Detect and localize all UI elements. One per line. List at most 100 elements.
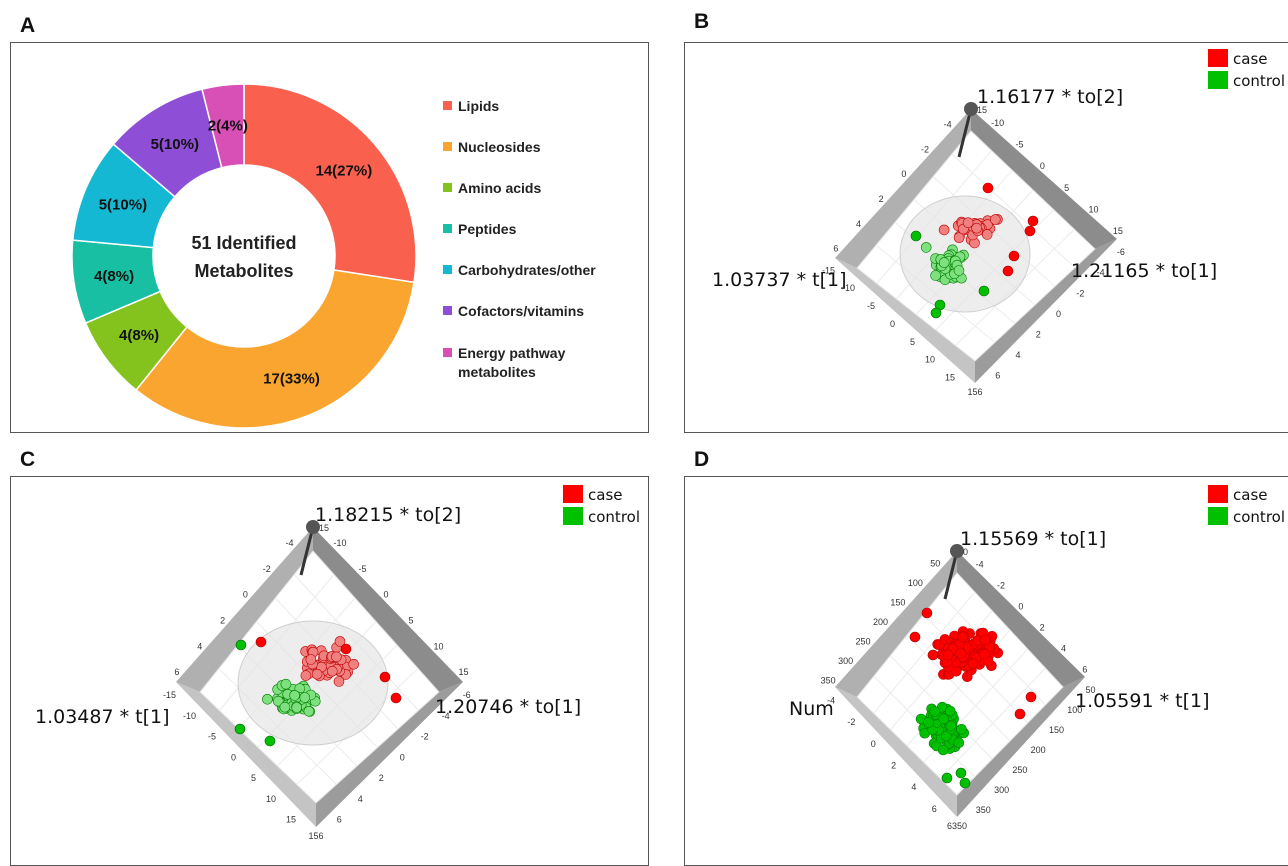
case-point bbox=[340, 643, 352, 655]
case-point bbox=[305, 654, 317, 665]
control-point bbox=[938, 257, 950, 268]
legend-swatch-control bbox=[563, 507, 583, 525]
tick-bottom-left: -2 bbox=[847, 717, 855, 727]
axis-title-right: 1.05591 * t[1] bbox=[1075, 690, 1210, 712]
axis-title-left: Num bbox=[789, 698, 834, 720]
control-point bbox=[938, 713, 950, 725]
tick-top-left: 300 bbox=[838, 656, 853, 666]
control-point bbox=[945, 720, 957, 732]
tick-bottom-left: -15 bbox=[163, 690, 176, 700]
tick-bottom-right: -6 bbox=[463, 690, 471, 700]
legend-swatch-1 bbox=[443, 142, 452, 151]
case-point bbox=[311, 668, 323, 680]
case-point bbox=[1027, 215, 1039, 227]
tick-bottom-left: 0 bbox=[890, 319, 895, 329]
control-point bbox=[272, 695, 284, 707]
legend-label-case: case bbox=[1233, 50, 1267, 68]
case-point bbox=[982, 182, 994, 194]
legend-label-6: Energy pathway bbox=[458, 345, 566, 361]
panel-letter-d: D bbox=[694, 448, 710, 471]
tick-bottom-corner: 6350 bbox=[947, 821, 967, 831]
case-point bbox=[957, 631, 969, 643]
legend-swatch-case bbox=[563, 485, 583, 503]
donut-slice-0 bbox=[243, 83, 417, 284]
axis-title-left: 1.03737 * t[1] bbox=[712, 269, 847, 291]
tick-top-right: -2 bbox=[997, 581, 1005, 591]
panel-a-frame: 14(27%) 17(33%) 4(8%) 4(8%) 5(10%) 5(10%) 2(4%… bbox=[10, 42, 649, 433]
tick-bottom-left: 6 bbox=[932, 804, 937, 814]
tick-top-left: -4 bbox=[286, 538, 294, 548]
panel-letter-c: C bbox=[20, 448, 36, 471]
axis-title-right: 1.21165 * to[1] bbox=[1071, 260, 1217, 282]
slice-label-2: 4(8%) bbox=[119, 327, 159, 344]
legend-swatch-control bbox=[1208, 71, 1228, 89]
tick-bottom-right: 150 bbox=[1049, 725, 1064, 735]
tick-top-left: 200 bbox=[873, 617, 888, 627]
legend-label-2: Amino acids bbox=[458, 180, 541, 196]
case-point bbox=[390, 692, 402, 704]
control-point bbox=[923, 717, 934, 728]
tick-bottom-right: 50 bbox=[1086, 685, 1096, 695]
control-point bbox=[910, 230, 922, 242]
frame-face-bottom-left bbox=[835, 687, 957, 817]
axis-title-top: 1.16177 * to[2] bbox=[977, 86, 1123, 108]
case-point bbox=[333, 676, 345, 687]
axis-title-right: 1.20746 * to[1] bbox=[435, 696, 581, 718]
tick-bottom-left: 5 bbox=[251, 773, 256, 783]
axis-pole-cap bbox=[306, 520, 320, 534]
axis-title-top: 1.15569 * to[1] bbox=[960, 528, 1106, 550]
legend-label-6-line2: metabolites bbox=[458, 364, 536, 380]
frame-face-top-right bbox=[957, 551, 1085, 687]
axis-pole-cap bbox=[964, 102, 978, 116]
tick-top-left: -2 bbox=[263, 564, 271, 574]
tick-top-right: 15 bbox=[459, 667, 469, 677]
tick-top-right: 10 bbox=[1089, 205, 1099, 215]
legend-label-5: Cofactors/vitamins bbox=[458, 303, 584, 319]
tick-top-left: 2 bbox=[879, 194, 884, 204]
donut-chart: 14(27%) 17(33%) 4(8%) 4(8%) 5(10%) 5(10%) 2(4%… bbox=[71, 83, 596, 429]
tick-bottom-left: -5 bbox=[867, 301, 875, 311]
case-point bbox=[334, 636, 346, 647]
confidence-ellipsoid bbox=[237, 620, 389, 746]
tick-bottom-left: 0 bbox=[871, 739, 876, 749]
donut-slice-1 bbox=[135, 269, 415, 429]
tick-bottom-right: 4 bbox=[1015, 350, 1020, 360]
frame-face-bottom-left bbox=[176, 682, 316, 827]
tick-bottom-right: 0 bbox=[1056, 309, 1061, 319]
panel-letter-b: B bbox=[694, 10, 710, 33]
panel-d-frame: 50 100 150 200 250 300 350 -4 -2 0 2 4 6 -4 -2 0 2 4 6 50 10… bbox=[684, 476, 1288, 866]
tick-top-right: 10 bbox=[434, 641, 444, 651]
legend-label-0: Lipids bbox=[458, 98, 499, 114]
tick-bottom-left: -5 bbox=[208, 732, 216, 742]
frame-face-top-left bbox=[835, 109, 971, 268]
tick-top-right: -4 bbox=[976, 560, 984, 570]
case-point bbox=[979, 648, 991, 660]
control-point bbox=[941, 772, 953, 784]
tick-top-left: 50 bbox=[930, 559, 940, 569]
tick-bottom-right: 2 bbox=[1036, 329, 1041, 339]
legend-label-1: Nucleosides bbox=[458, 139, 541, 155]
donut-slice-6 bbox=[201, 83, 245, 169]
tick-bottom-right: 350 bbox=[976, 805, 991, 815]
frame-face-top-left bbox=[835, 551, 957, 697]
tick-top-right: 2 bbox=[1040, 623, 1045, 633]
control-point bbox=[235, 639, 247, 651]
tick-bottom-left: 15 bbox=[286, 815, 296, 825]
case-point bbox=[1025, 691, 1037, 703]
tick-top-right: 0 bbox=[1040, 161, 1045, 171]
control-point bbox=[978, 285, 990, 297]
axis-title-top: 1.18215 * to[2] bbox=[315, 504, 461, 526]
case-point bbox=[955, 648, 967, 659]
tick-top-right: -5 bbox=[359, 564, 367, 574]
grid-line bbox=[939, 667, 1046, 780]
control-point bbox=[929, 706, 940, 717]
tick-top-left: 0 bbox=[243, 590, 248, 600]
legend-swatch-6 bbox=[443, 348, 452, 357]
scatter3d-d: 50100150200250300350-4-20246-4-202465010… bbox=[789, 485, 1285, 831]
tick-top-left: 350 bbox=[821, 675, 836, 685]
tick-bottom-left: 15 bbox=[945, 373, 955, 383]
panel-b-frame: -4 -2 0 2 4 6 -10 -5 0 5 10 15 -15 -10 -5 0 5 10 15 -6 -4 -2 0… bbox=[684, 42, 1288, 433]
tick-top-corner: 15 bbox=[319, 523, 329, 533]
case-point bbox=[953, 232, 965, 243]
tick-top-corner: 15 bbox=[977, 105, 987, 115]
